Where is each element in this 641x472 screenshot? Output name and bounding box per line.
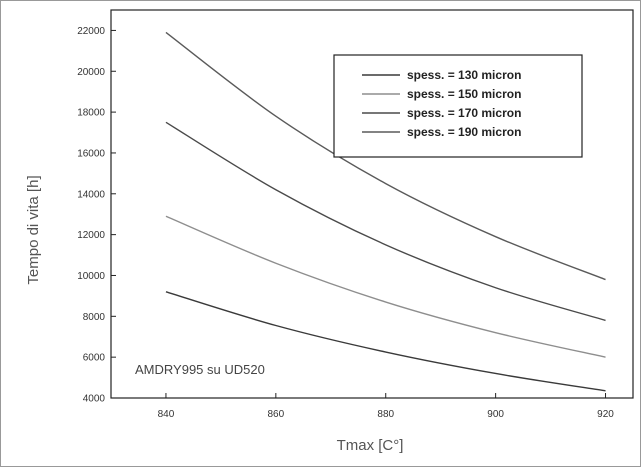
x-tick-label: 920 xyxy=(597,409,614,420)
legend-box xyxy=(333,54,583,158)
legend-label-3: spess. = 170 micron xyxy=(407,106,521,120)
x-tick-label: 840 xyxy=(158,409,175,420)
series-line-3 xyxy=(165,121,606,322)
legend-label-1: spess. = 130 micron xyxy=(407,68,521,82)
y-tick-label: 8000 xyxy=(83,312,106,323)
y-tick-label: 20000 xyxy=(77,67,105,78)
y-tick-label: 6000 xyxy=(83,353,106,364)
x-tick-label: 860 xyxy=(267,409,284,420)
y-tick-label: 14000 xyxy=(77,189,105,200)
y-axis-ticks: 4000 6000 8000 10000 12000 14000 16000 18000 200… xyxy=(77,26,116,405)
y-tick-label: 22000 xyxy=(77,26,105,37)
series-line-2 xyxy=(165,215,606,358)
legend-label-4: spess. = 190 micron xyxy=(407,125,521,139)
x-axis-ticks: 840 860 880 900 920 xyxy=(158,393,614,420)
y-tick-label: 18000 xyxy=(77,108,105,119)
annotation-label: AMDRY995 su UD520 xyxy=(135,362,265,377)
series-lines xyxy=(165,31,606,392)
x-axis-title: Tmax [C°] xyxy=(337,437,404,454)
legend-label-2: spess. = 150 micron xyxy=(407,87,521,101)
y-tick-label: 16000 xyxy=(77,148,105,159)
y-axis-title: Tempo di vita [h] xyxy=(25,175,42,284)
x-tick-label: 880 xyxy=(377,409,394,420)
y-tick-label: 12000 xyxy=(77,230,105,241)
legend: spess. = 130 micron spess. = 150 micron sp… xyxy=(333,54,583,158)
y-tick-label: 4000 xyxy=(83,394,106,405)
series-line-1 xyxy=(165,291,606,392)
x-tick-label: 900 xyxy=(487,409,504,420)
series-line-4 xyxy=(165,31,606,281)
y-tick-label: 10000 xyxy=(77,271,105,282)
